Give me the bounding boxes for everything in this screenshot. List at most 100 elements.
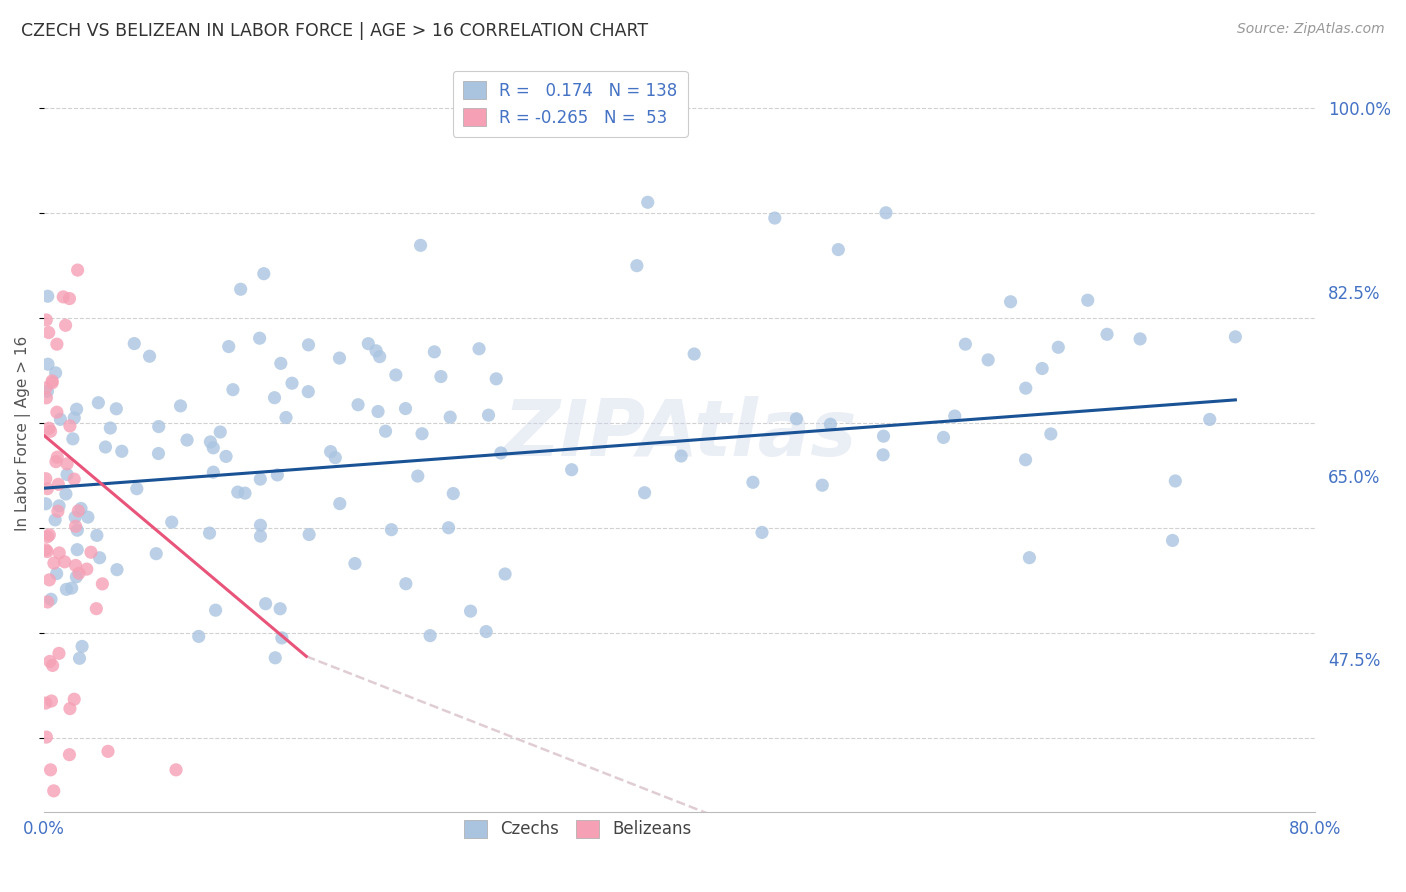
Point — [63, 692, 86, 706]
Point — [875, 206, 897, 220]
Point — [222, 383, 245, 397]
Point — [38, 573, 60, 587]
Point — [1164, 474, 1187, 488]
Point — [367, 404, 389, 418]
Point — [49, 412, 72, 426]
Point — [977, 352, 1000, 367]
Point — [37, 595, 59, 609]
Point — [58, 747, 80, 762]
Point — [65, 570, 87, 584]
Point — [1000, 294, 1022, 309]
Point — [46, 504, 69, 518]
Point — [872, 448, 894, 462]
Point — [485, 372, 508, 386]
Point — [297, 384, 319, 399]
Point — [46, 450, 69, 464]
Point — [41, 658, 63, 673]
Point — [1047, 340, 1070, 354]
Point — [249, 331, 271, 345]
Point — [37, 357, 59, 371]
Point — [368, 350, 391, 364]
Point — [633, 485, 655, 500]
Point — [423, 344, 446, 359]
Point — [249, 529, 271, 543]
Point — [52, 290, 75, 304]
Point — [281, 376, 304, 391]
Point — [38, 528, 60, 542]
Point — [266, 467, 288, 482]
Point — [477, 408, 499, 422]
Point — [35, 472, 58, 486]
Point — [60, 581, 83, 595]
Point — [44, 513, 66, 527]
Point — [86, 601, 108, 615]
Point — [56, 467, 79, 482]
Point — [39, 763, 62, 777]
Point — [419, 629, 441, 643]
Point — [198, 526, 221, 541]
Point — [1198, 412, 1220, 426]
Point — [468, 342, 491, 356]
Point — [785, 411, 807, 425]
Point — [626, 259, 648, 273]
Point — [637, 195, 659, 210]
Point — [811, 478, 834, 492]
Point — [233, 486, 256, 500]
Point — [105, 401, 128, 416]
Point — [319, 444, 342, 458]
Point — [59, 701, 82, 715]
Point — [1031, 361, 1053, 376]
Point — [437, 521, 460, 535]
Point — [932, 430, 955, 444]
Point — [138, 349, 160, 363]
Point — [65, 558, 87, 573]
Point — [943, 409, 966, 423]
Point — [45, 366, 67, 380]
Point — [298, 527, 321, 541]
Point — [270, 631, 292, 645]
Point — [374, 424, 396, 438]
Point — [1129, 332, 1152, 346]
Point — [872, 429, 894, 443]
Point — [53, 555, 76, 569]
Point — [269, 601, 291, 615]
Point — [202, 441, 225, 455]
Point — [125, 482, 148, 496]
Point — [89, 550, 111, 565]
Point — [204, 603, 226, 617]
Point — [763, 211, 786, 225]
Point — [187, 629, 209, 643]
Point — [66, 263, 89, 277]
Point — [1039, 427, 1062, 442]
Y-axis label: In Labor Force | Age > 16: In Labor Force | Age > 16 — [15, 336, 31, 531]
Text: Source: ZipAtlas.com: Source: ZipAtlas.com — [1237, 22, 1385, 37]
Point — [80, 545, 103, 559]
Point — [264, 650, 287, 665]
Point — [58, 292, 80, 306]
Point — [35, 391, 58, 405]
Point — [86, 528, 108, 542]
Point — [1077, 293, 1099, 308]
Point — [253, 267, 276, 281]
Point — [98, 421, 121, 435]
Point — [1095, 327, 1118, 342]
Point — [63, 472, 86, 486]
Point — [485, 106, 508, 120]
Point — [385, 368, 408, 382]
Point — [215, 450, 238, 464]
Point — [394, 401, 416, 416]
Point — [55, 582, 77, 597]
Point — [69, 651, 91, 665]
Point — [35, 730, 58, 744]
Point — [169, 399, 191, 413]
Point — [395, 576, 418, 591]
Point — [70, 640, 93, 654]
Point — [35, 313, 58, 327]
Point — [56, 457, 79, 471]
Point — [323, 450, 346, 465]
Point — [77, 510, 100, 524]
Point — [409, 238, 432, 252]
Point — [297, 338, 319, 352]
Point — [751, 525, 773, 540]
Point — [263, 391, 285, 405]
